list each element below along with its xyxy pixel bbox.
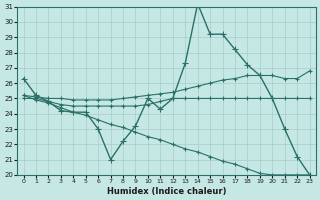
X-axis label: Humidex (Indice chaleur): Humidex (Indice chaleur) [107, 187, 226, 196]
